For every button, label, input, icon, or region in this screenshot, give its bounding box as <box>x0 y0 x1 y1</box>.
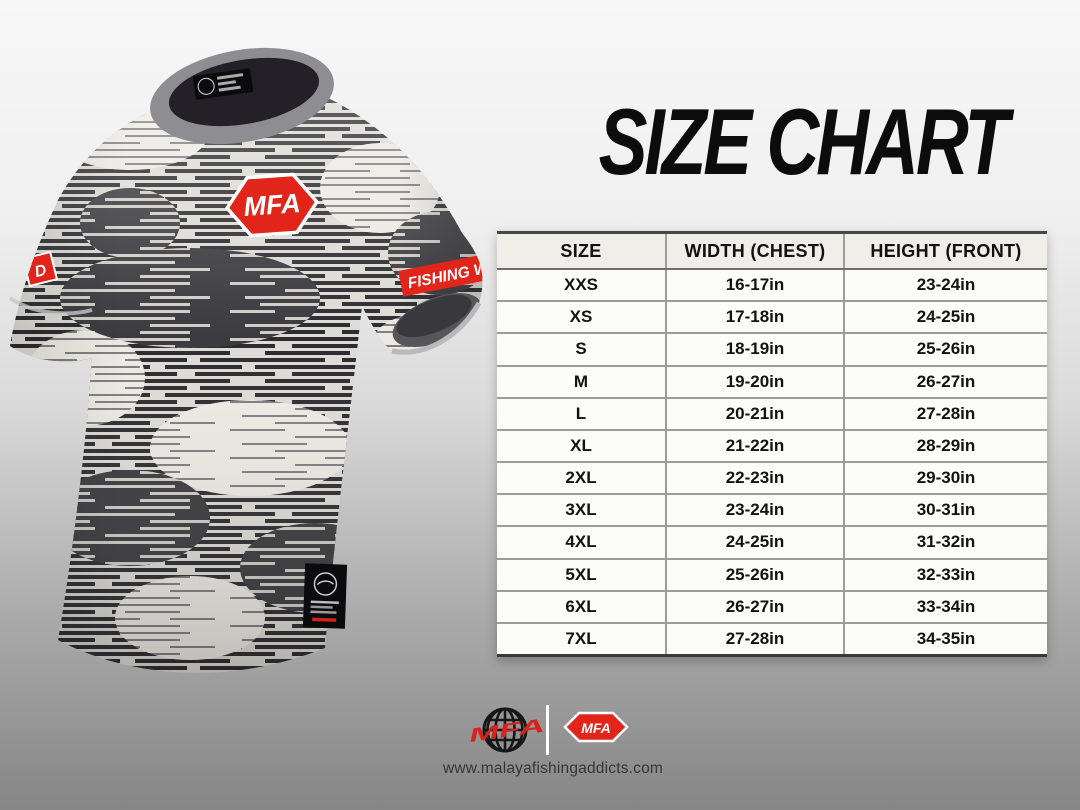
tshirt-product-image: MFA FISHING W D <box>0 47 500 693</box>
table-cell: 23-24in <box>665 495 843 526</box>
hex-logo-text: MFA <box>581 720 611 736</box>
table-cell: 4XL <box>565 532 597 552</box>
table-cell: XL <box>570 435 592 455</box>
hex-logo: MFA <box>562 710 630 744</box>
table-cell: 26-27in <box>665 591 843 622</box>
hem-tag <box>302 563 348 629</box>
table-cell: 27-28in <box>843 398 1047 429</box>
table-cell: 23-24in <box>843 270 1047 301</box>
globe-icon <box>482 707 528 753</box>
globe-logo-text: MFA <box>468 716 546 747</box>
left-sleeve-patch: D <box>21 250 59 288</box>
table-cell: L <box>575 403 587 423</box>
header-height-front: HEIGHT (FRONT) <box>843 234 1047 268</box>
table-cell: 24-25in <box>665 527 843 558</box>
neck-label <box>192 68 254 100</box>
table-cell: 21-22in <box>665 430 843 462</box>
table-cell: 34-35in <box>843 623 1047 655</box>
table-cell: 26-27in <box>843 366 1047 397</box>
table-cell: 6XL <box>565 596 597 616</box>
header-width-chest: WIDTH (CHEST) <box>665 234 843 268</box>
website-url: www.malayafishingaddicts.com <box>442 760 664 777</box>
table-cell: XS <box>569 307 593 327</box>
hex-badge-shape <box>563 711 629 743</box>
table-cell: 24-25in <box>843 302 1047 333</box>
table-cell: 31-32in <box>843 527 1047 558</box>
table-row: XS 17-18in 24-25in <box>497 300 1047 333</box>
shirt-body <box>10 85 483 673</box>
tshirt-graphic: MFA FISHING W D <box>8 47 483 673</box>
size-table-header: SIZE WIDTH (CHEST) HEIGHT (FRONT) <box>497 234 1047 270</box>
table-row: 3XL 23-24in 30-31in <box>497 493 1047 526</box>
table-row: 4XL 24-25in 31-32in <box>497 525 1047 558</box>
chest-logo: MFA <box>224 172 320 238</box>
table-cell: 18-19in <box>665 334 843 365</box>
footer-divider <box>546 705 549 755</box>
globe-logo: MFA <box>468 706 546 754</box>
header-size: SIZE <box>560 240 602 261</box>
table-row: 6XL 26-27in 33-34in <box>497 589 1047 622</box>
table-row: 7XL 27-28in 34-35in <box>497 621 1047 655</box>
size-table: SIZE WIDTH (CHEST) HEIGHT (FRONT) XXS 16-… <box>497 231 1047 657</box>
table-cell: 5XL <box>565 564 597 584</box>
table-cell: 27-28in <box>665 623 843 655</box>
table-cell: 20-21in <box>665 398 843 429</box>
table-cell: 16-17in <box>665 270 843 301</box>
table-row: XXS 16-17in 23-24in <box>497 270 1047 301</box>
table-cell: 32-33in <box>843 559 1047 590</box>
table-cell: 2XL <box>565 468 597 488</box>
table-cell: 29-30in <box>843 463 1047 494</box>
table-cell: XXS <box>563 275 599 295</box>
table-cell: 25-26in <box>843 334 1047 365</box>
page-title: SIZE CHART <box>598 89 1010 194</box>
collar <box>150 47 334 145</box>
table-cell: M <box>573 371 589 391</box>
left-sleeve-hem <box>8 296 93 316</box>
table-cell: 3XL <box>565 500 597 520</box>
left-sleeve-patch-text: D <box>33 262 49 281</box>
sleeve-patch: FISHING W <box>398 255 483 297</box>
table-cell: 7XL <box>565 628 597 648</box>
chest-logo-text: MFA <box>243 188 302 222</box>
table-cell: 30-31in <box>843 495 1047 526</box>
table-row: L 20-21in 27-28in <box>497 396 1047 429</box>
cuff-trim <box>391 301 482 355</box>
table-row: 2XL 22-23in 29-30in <box>497 461 1047 494</box>
table-cell: 25-26in <box>665 559 843 590</box>
table-cell: 33-34in <box>843 591 1047 622</box>
size-table-body: XXS 16-17in 23-24in XS 17-18in 24-25in S 18-19i… <box>497 270 1047 655</box>
table-cell: 28-29in <box>843 430 1047 462</box>
sleeve-cuff <box>392 293 482 347</box>
table-cell: S <box>575 339 587 359</box>
table-cell: 19-20in <box>665 366 843 397</box>
table-row: M 19-20in 26-27in <box>497 364 1047 397</box>
table-row: 5XL 25-26in 32-33in <box>497 557 1047 590</box>
camo-pattern <box>10 85 483 673</box>
table-row: XL 21-22in 28-29in <box>497 428 1047 462</box>
table-cell: 22-23in <box>665 463 843 494</box>
table-row: S 18-19in 25-26in <box>497 332 1047 365</box>
table-cell: 17-18in <box>665 302 843 333</box>
